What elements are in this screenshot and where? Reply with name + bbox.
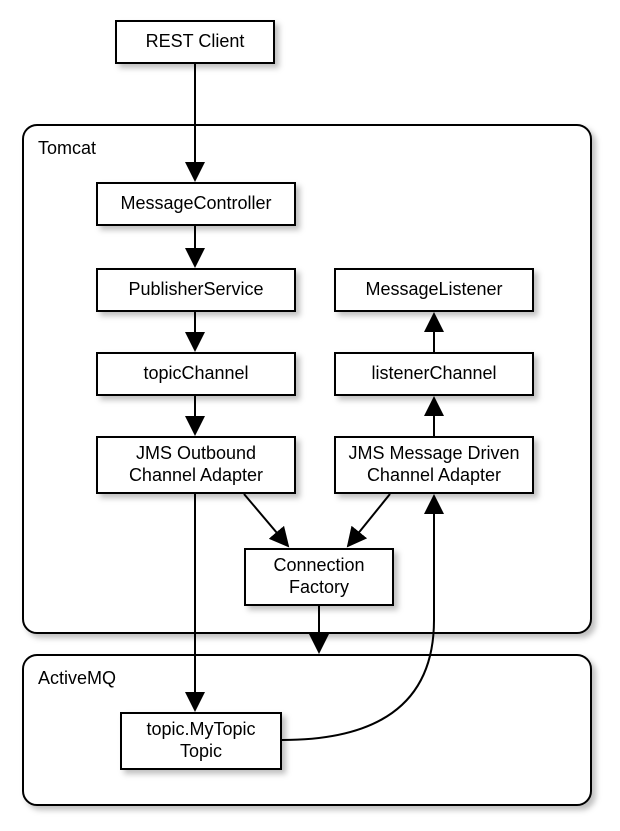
rest-client-node: REST Client xyxy=(115,20,275,64)
rest-client-label: REST Client xyxy=(146,31,245,53)
tomcat-label: Tomcat xyxy=(38,138,96,159)
listener-channel-node: listenerChannel xyxy=(334,352,534,396)
jms-outbound-label: JMS OutboundChannel Adapter xyxy=(129,443,263,486)
message-controller-node: MessageController xyxy=(96,182,296,226)
connection-factory-node: ConnectionFactory xyxy=(244,548,394,606)
connection-factory-label: ConnectionFactory xyxy=(273,555,364,598)
jms-message-driven-label: JMS Message DrivenChannel Adapter xyxy=(348,443,519,486)
activemq-label: ActiveMQ xyxy=(38,668,116,689)
topic-mytopic-label: topic.MyTopicTopic xyxy=(146,719,255,762)
jms-message-driven-node: JMS Message DrivenChannel Adapter xyxy=(334,436,534,494)
publisher-service-node: PublisherService xyxy=(96,268,296,312)
message-controller-label: MessageController xyxy=(120,193,271,215)
listener-channel-label: listenerChannel xyxy=(371,363,496,385)
publisher-service-label: PublisherService xyxy=(128,279,263,301)
topic-mytopic-node: topic.MyTopicTopic xyxy=(120,712,282,770)
topic-channel-node: topicChannel xyxy=(96,352,296,396)
topic-channel-label: topicChannel xyxy=(143,363,248,385)
message-listener-node: MessageListener xyxy=(334,268,534,312)
message-listener-label: MessageListener xyxy=(365,279,502,301)
jms-outbound-node: JMS OutboundChannel Adapter xyxy=(96,436,296,494)
architecture-diagram: Tomcat ActiveMQ REST Client MessageContr… xyxy=(0,0,620,831)
